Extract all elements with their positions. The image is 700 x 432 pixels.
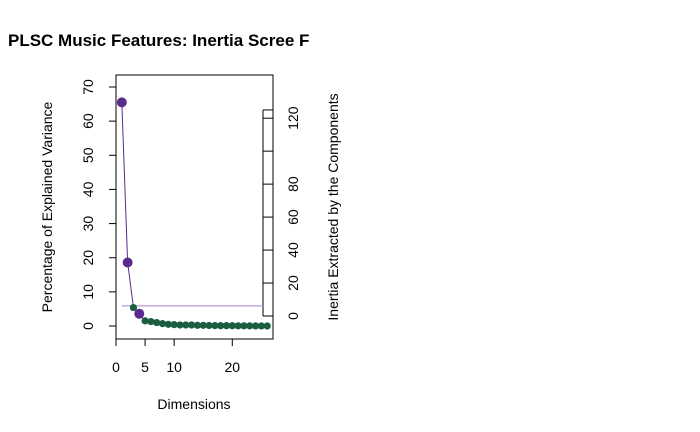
right-axis: 0 20 40 60 80 120 (262, 106, 301, 320)
data-point (228, 322, 236, 330)
data-point (164, 320, 172, 328)
data-point (222, 322, 231, 330)
data-point (217, 322, 225, 330)
data-point (176, 321, 184, 329)
right-tick-label: 80 (285, 176, 301, 192)
series-line (121, 102, 268, 327)
y-tick-label: 10 (80, 284, 96, 300)
y-axis-title: Percentage of Explained Variance (39, 101, 55, 312)
y-tick-label: 40 (80, 181, 96, 197)
data-point (205, 321, 213, 330)
data-point (199, 321, 207, 329)
y-axis: 0 10 20 30 40 50 60 70 (80, 79, 117, 330)
data-point-significant (122, 257, 133, 268)
data-point (211, 321, 219, 330)
data-point (147, 317, 155, 326)
right-tick-label: 0 (285, 312, 301, 320)
data-point (257, 322, 265, 330)
data-point (246, 322, 254, 330)
right-tick-label: 60 (285, 209, 301, 225)
y-tick-label: 0 (80, 322, 96, 330)
right-tick-label: 120 (285, 106, 301, 130)
data-point-significant (134, 308, 145, 319)
x-axis-title: Dimensions (157, 396, 230, 412)
data-point (263, 322, 271, 330)
y-tick-label: 70 (80, 79, 96, 95)
data-point (240, 322, 248, 330)
data-point-significant (116, 97, 127, 108)
x-tick-label: 0 (112, 359, 120, 375)
right-tick-label: 40 (285, 242, 301, 258)
data-point (129, 303, 138, 312)
data-point (251, 322, 260, 330)
x-axis: 0 5 10 20 (112, 338, 241, 375)
y-tick-label: 50 (80, 147, 96, 163)
chart-title: PLSC Music Features: Inertia Scree F (8, 31, 309, 50)
plot-frame (115, 74, 274, 340)
data-marks (116, 97, 271, 330)
data-point (153, 318, 161, 327)
x-tick-label: 20 (225, 359, 241, 375)
data-point (234, 322, 242, 330)
right-tick-label: 20 (285, 275, 301, 291)
data-point (141, 317, 149, 325)
data-point (182, 321, 190, 329)
right-axis-title: Inertia Extracted by the Components (325, 93, 341, 320)
y-tick-label: 30 (80, 216, 96, 232)
data-point (187, 321, 196, 329)
data-point (193, 321, 202, 329)
x-tick-label: 5 (141, 359, 149, 375)
data-point (170, 321, 178, 329)
y-tick-label: 20 (80, 250, 96, 266)
y-tick-label: 60 (80, 113, 96, 129)
x-tick-label: 10 (166, 359, 182, 375)
data-point (158, 320, 167, 328)
